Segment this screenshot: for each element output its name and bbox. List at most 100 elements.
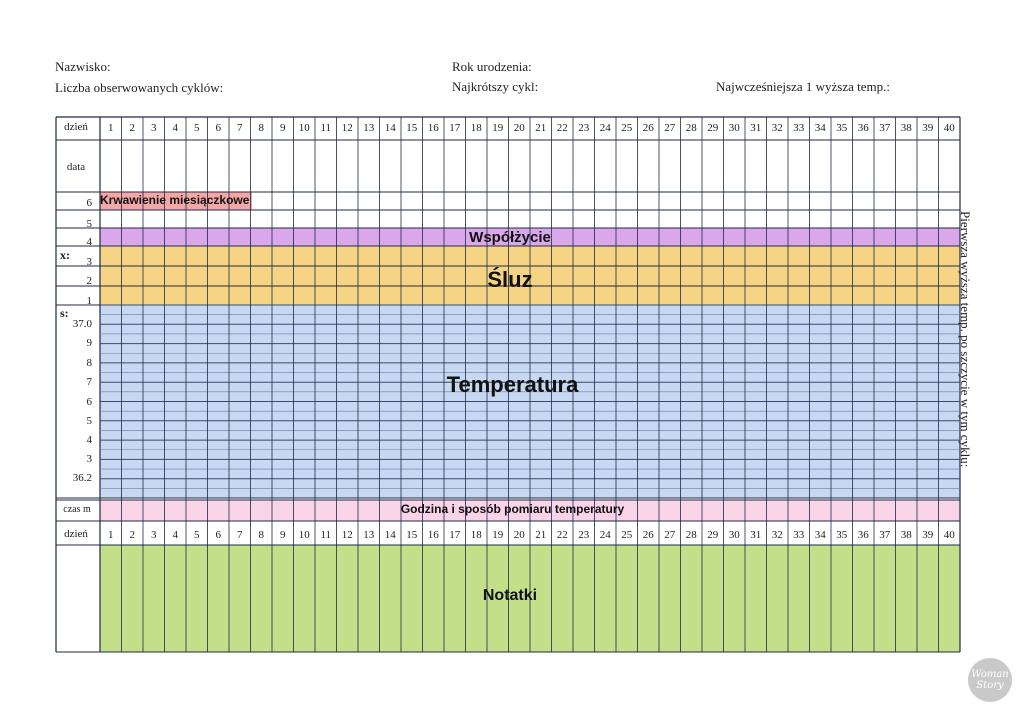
day-number-top: 24 bbox=[599, 122, 611, 134]
day-number-bottom: 10 bbox=[298, 529, 310, 541]
mucus-scale-label: 2 bbox=[86, 275, 93, 287]
mucus-scale-label: 4 bbox=[86, 236, 93, 248]
day-number-bottom: 20 bbox=[513, 529, 525, 541]
day-number-bottom: 8 bbox=[258, 529, 265, 541]
day-number-bottom: 11 bbox=[320, 529, 332, 541]
x-label: x: bbox=[60, 248, 70, 262]
mucus-scale-label: 6 bbox=[86, 197, 93, 209]
earliest-temp-label: Najwcześniejsza 1 wyższa temp.: bbox=[716, 79, 890, 94]
mucus-scale-label: 1 bbox=[86, 295, 93, 307]
day-number-top: 30 bbox=[728, 122, 740, 134]
day-number-bottom: 16 bbox=[427, 529, 439, 541]
day-number-bottom: 13 bbox=[363, 529, 375, 541]
day-number-top: 32 bbox=[771, 122, 783, 134]
day-number-bottom: 27 bbox=[664, 529, 676, 541]
side-note: Pierwsza wyższa temp. po szczycie w tym … bbox=[958, 211, 973, 468]
day-number-bottom: 26 bbox=[642, 529, 654, 541]
day-number-top: 15 bbox=[406, 122, 418, 134]
day-number-bottom: 36 bbox=[857, 529, 869, 541]
temperature-scale-label: 5 bbox=[86, 415, 93, 427]
day-number-top: 5 bbox=[194, 122, 200, 134]
day-number-bottom: 23 bbox=[578, 529, 590, 541]
day-number-bottom: 4 bbox=[172, 529, 179, 541]
s-label: s: bbox=[60, 306, 69, 320]
day-number-top: 3 bbox=[151, 122, 157, 134]
day-number-top: 31 bbox=[750, 122, 762, 134]
temperature-scale-label: 8 bbox=[86, 357, 93, 369]
day-number-bottom: 1 bbox=[108, 529, 114, 541]
day-number-top: 11 bbox=[320, 122, 332, 134]
surname-label: Nazwisko: bbox=[55, 59, 111, 74]
temperature-scale-label: 37.0 bbox=[72, 318, 92, 330]
notes-title: Notatki bbox=[482, 587, 538, 604]
time-method-title: Godzina i sposób pomiaru temperatury bbox=[400, 502, 625, 516]
day-number-top: 12 bbox=[341, 122, 353, 134]
day-number-bottom: 9 bbox=[280, 529, 286, 541]
time-row-label: czas m bbox=[63, 504, 91, 515]
day-number-top: 38 bbox=[900, 122, 912, 134]
mucus-title: Śluz bbox=[487, 267, 533, 292]
temperature-scale-label: 4 bbox=[86, 434, 93, 446]
day-number-top: 18 bbox=[470, 122, 482, 134]
temperature-scale-label: 9 bbox=[86, 337, 93, 349]
day-number-top: 8 bbox=[258, 122, 265, 134]
mucus-scale-label: 5 bbox=[86, 218, 93, 230]
day-number-top: 35 bbox=[836, 122, 848, 134]
cycles-observed-label: Liczba obserwowanych cyklów: bbox=[55, 80, 224, 95]
date-row-label: data bbox=[66, 161, 86, 173]
day-number-bottom: 38 bbox=[900, 529, 912, 541]
day-number-bottom: 37 bbox=[879, 529, 891, 541]
day-number-bottom: 6 bbox=[215, 529, 222, 541]
day-number-bottom: 3 bbox=[151, 529, 157, 541]
day-number-bottom: 31 bbox=[750, 529, 762, 541]
day-number-top: 29 bbox=[707, 122, 719, 134]
intercourse-title: Współżycie bbox=[469, 229, 551, 246]
day-number-bottom: 19 bbox=[492, 529, 504, 541]
day-number-bottom: 21 bbox=[535, 529, 547, 541]
day-number-top: 20 bbox=[513, 122, 525, 134]
day-number-top: 6 bbox=[215, 122, 222, 134]
day-number-bottom: 28 bbox=[685, 529, 697, 541]
day-number-bottom: 7 bbox=[237, 529, 243, 541]
day-number-top: 40 bbox=[943, 122, 955, 134]
day-number-top: 14 bbox=[384, 122, 396, 134]
day-number-bottom: 33 bbox=[793, 529, 805, 541]
day-number-top: 26 bbox=[642, 122, 654, 134]
day-number-bottom: 15 bbox=[406, 529, 418, 541]
day-number-top: 27 bbox=[664, 122, 676, 134]
day-number-top: 19 bbox=[492, 122, 504, 134]
day-number-bottom: 17 bbox=[449, 529, 461, 541]
logo-text: Woman Story bbox=[971, 669, 1009, 691]
day-number-top: 16 bbox=[427, 122, 439, 134]
day-number-top: 34 bbox=[814, 122, 826, 134]
day-number-bottom: 39 bbox=[922, 529, 934, 541]
day-number-top: 1 bbox=[108, 122, 114, 134]
day-number-top: 7 bbox=[237, 122, 243, 134]
day-number-top: 39 bbox=[922, 122, 934, 134]
day-number-top: 36 bbox=[857, 122, 869, 134]
day-number-bottom: 5 bbox=[194, 529, 200, 541]
temperature-title: Temperatura bbox=[446, 372, 579, 397]
day-number-bottom: 32 bbox=[771, 529, 783, 541]
day-number-top: 23 bbox=[578, 122, 590, 134]
day-number-bottom: 35 bbox=[836, 529, 848, 541]
temperature-scale-label: 6 bbox=[86, 396, 93, 408]
day-number-top: 22 bbox=[556, 122, 568, 134]
brand-logo: Woman Story bbox=[968, 658, 1012, 702]
day-number-top: 37 bbox=[879, 122, 891, 134]
day-number-bottom: 29 bbox=[707, 529, 719, 541]
day-number-top: 10 bbox=[298, 122, 310, 134]
day-number-top: 21 bbox=[535, 122, 547, 134]
day-number-bottom: 40 bbox=[943, 529, 955, 541]
day-number-top: 28 bbox=[685, 122, 697, 134]
day-row-label-bottom: dzień bbox=[64, 528, 88, 540]
bleeding-band bbox=[100, 192, 252, 210]
mucus-scale-label: 3 bbox=[86, 256, 93, 268]
shortest-cycle-label: Najkrótszy cykl: bbox=[452, 79, 539, 94]
temperature-scale-label: 36.2 bbox=[72, 472, 92, 484]
temperature-scale-label: 7 bbox=[86, 376, 93, 388]
day-number-bottom: 30 bbox=[728, 529, 740, 541]
day-number-bottom: 12 bbox=[341, 529, 353, 541]
birth-year-label: Rok urodzenia: bbox=[452, 59, 532, 74]
